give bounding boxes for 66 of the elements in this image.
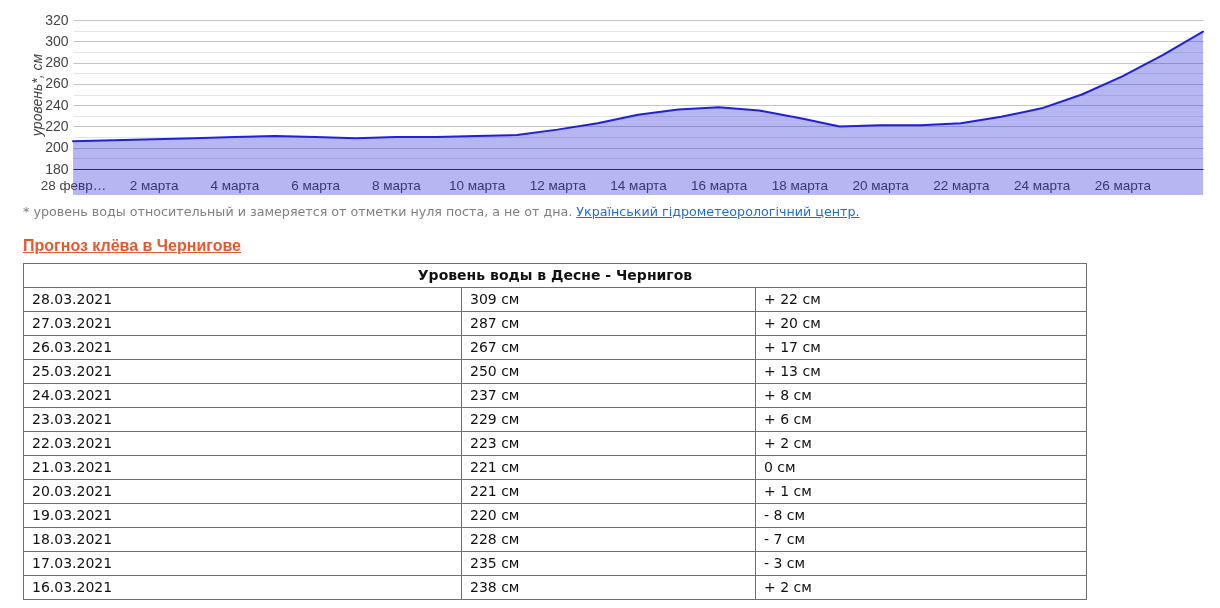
text: 228 см xyxy=(461,527,756,552)
y-tick-label: 300 xyxy=(45,32,69,49)
text: 235 см xyxy=(461,551,756,576)
text: Уровень воды в Десне - Чернигов xyxy=(23,263,1087,288)
text: - 8 см xyxy=(755,503,1087,528)
x-tick-label: 28 февр… xyxy=(40,177,107,193)
text: 21.03.2021 xyxy=(23,455,462,480)
text: 16.03.2021 xyxy=(23,575,462,600)
text: + 22 см xyxy=(755,287,1087,312)
text: 18.03.2021 xyxy=(23,527,462,552)
x-tick-label: 6 марта xyxy=(291,177,341,193)
y-axis-title: уровень*, см xyxy=(28,53,45,138)
y-tick-label: 200 xyxy=(45,139,69,156)
text: 223 см xyxy=(461,431,756,456)
y-tick-label: 220 xyxy=(45,117,69,134)
text: Український гідрометеорологічний центр. xyxy=(576,204,860,219)
text: 24.03.2021 xyxy=(23,383,462,408)
text: 287 см xyxy=(461,311,756,336)
text: 221 см xyxy=(461,479,756,504)
text: + 2 см xyxy=(755,575,1087,600)
text: 220 см xyxy=(461,503,756,528)
text: - 3 см xyxy=(755,551,1087,576)
x-tick-label: 24 марта xyxy=(1013,177,1071,193)
x-tick-label: 16 марта xyxy=(691,177,748,193)
text: 28.03.2021 xyxy=(23,287,462,312)
text: 26.03.2021 xyxy=(23,335,462,360)
text: 309 см xyxy=(461,287,756,312)
text: 267 см xyxy=(461,335,756,360)
text: + 13 см xyxy=(755,359,1087,384)
x-tick-label: 8 марта xyxy=(371,177,422,193)
text: 221 см xyxy=(461,455,756,480)
text: 23.03.2021 xyxy=(23,407,462,432)
x-tick-label: 4 марта xyxy=(210,177,260,193)
text: + 8 см xyxy=(755,383,1087,408)
text: 27.03.2021 xyxy=(23,311,462,336)
text: + 2 см xyxy=(755,431,1087,456)
text: 250 см xyxy=(461,359,756,384)
text: 238 см xyxy=(461,575,756,600)
y-tick-label: 280 xyxy=(45,54,69,71)
text: 237 см xyxy=(461,383,756,408)
text: 229 см xyxy=(461,407,756,432)
text: + 6 см xyxy=(755,407,1087,432)
x-tick-label: 20 марта xyxy=(852,177,910,193)
text: Прогноз клёва в Чернигове xyxy=(23,237,242,255)
x-tick-label: 12 марта xyxy=(529,177,587,193)
x-tick-label: 14 марта xyxy=(610,177,668,193)
text: 19.03.2021 xyxy=(23,503,462,528)
x-tick-label: 10 марта xyxy=(448,177,506,193)
text: 20.03.2021 xyxy=(23,479,462,504)
y-tick-label: 320 xyxy=(45,11,69,28)
y-tick-label: 240 xyxy=(45,96,69,113)
text: 17.03.2021 xyxy=(23,551,462,576)
y-tick-label: 180 xyxy=(45,160,69,177)
x-tick-label: 22 марта xyxy=(933,177,990,193)
text: 25.03.2021 xyxy=(23,359,462,384)
text: 0 см xyxy=(755,455,1087,480)
text: + 17 см xyxy=(755,335,1087,360)
x-tick-label: 26 марта xyxy=(1094,177,1152,193)
x-tick-label: 18 марта xyxy=(771,177,829,193)
text: * уровень воды относительный и замеряется от отметки нуля поста, а не от дна. xyxy=(23,204,573,219)
x-tick-label: 2 марта xyxy=(129,177,180,193)
text: + 1 см xyxy=(755,479,1087,504)
text: + 20 см xyxy=(755,311,1087,336)
text: - 7 см xyxy=(755,527,1087,552)
y-tick-label: 260 xyxy=(45,75,69,92)
text: 22.03.2021 xyxy=(23,431,462,456)
